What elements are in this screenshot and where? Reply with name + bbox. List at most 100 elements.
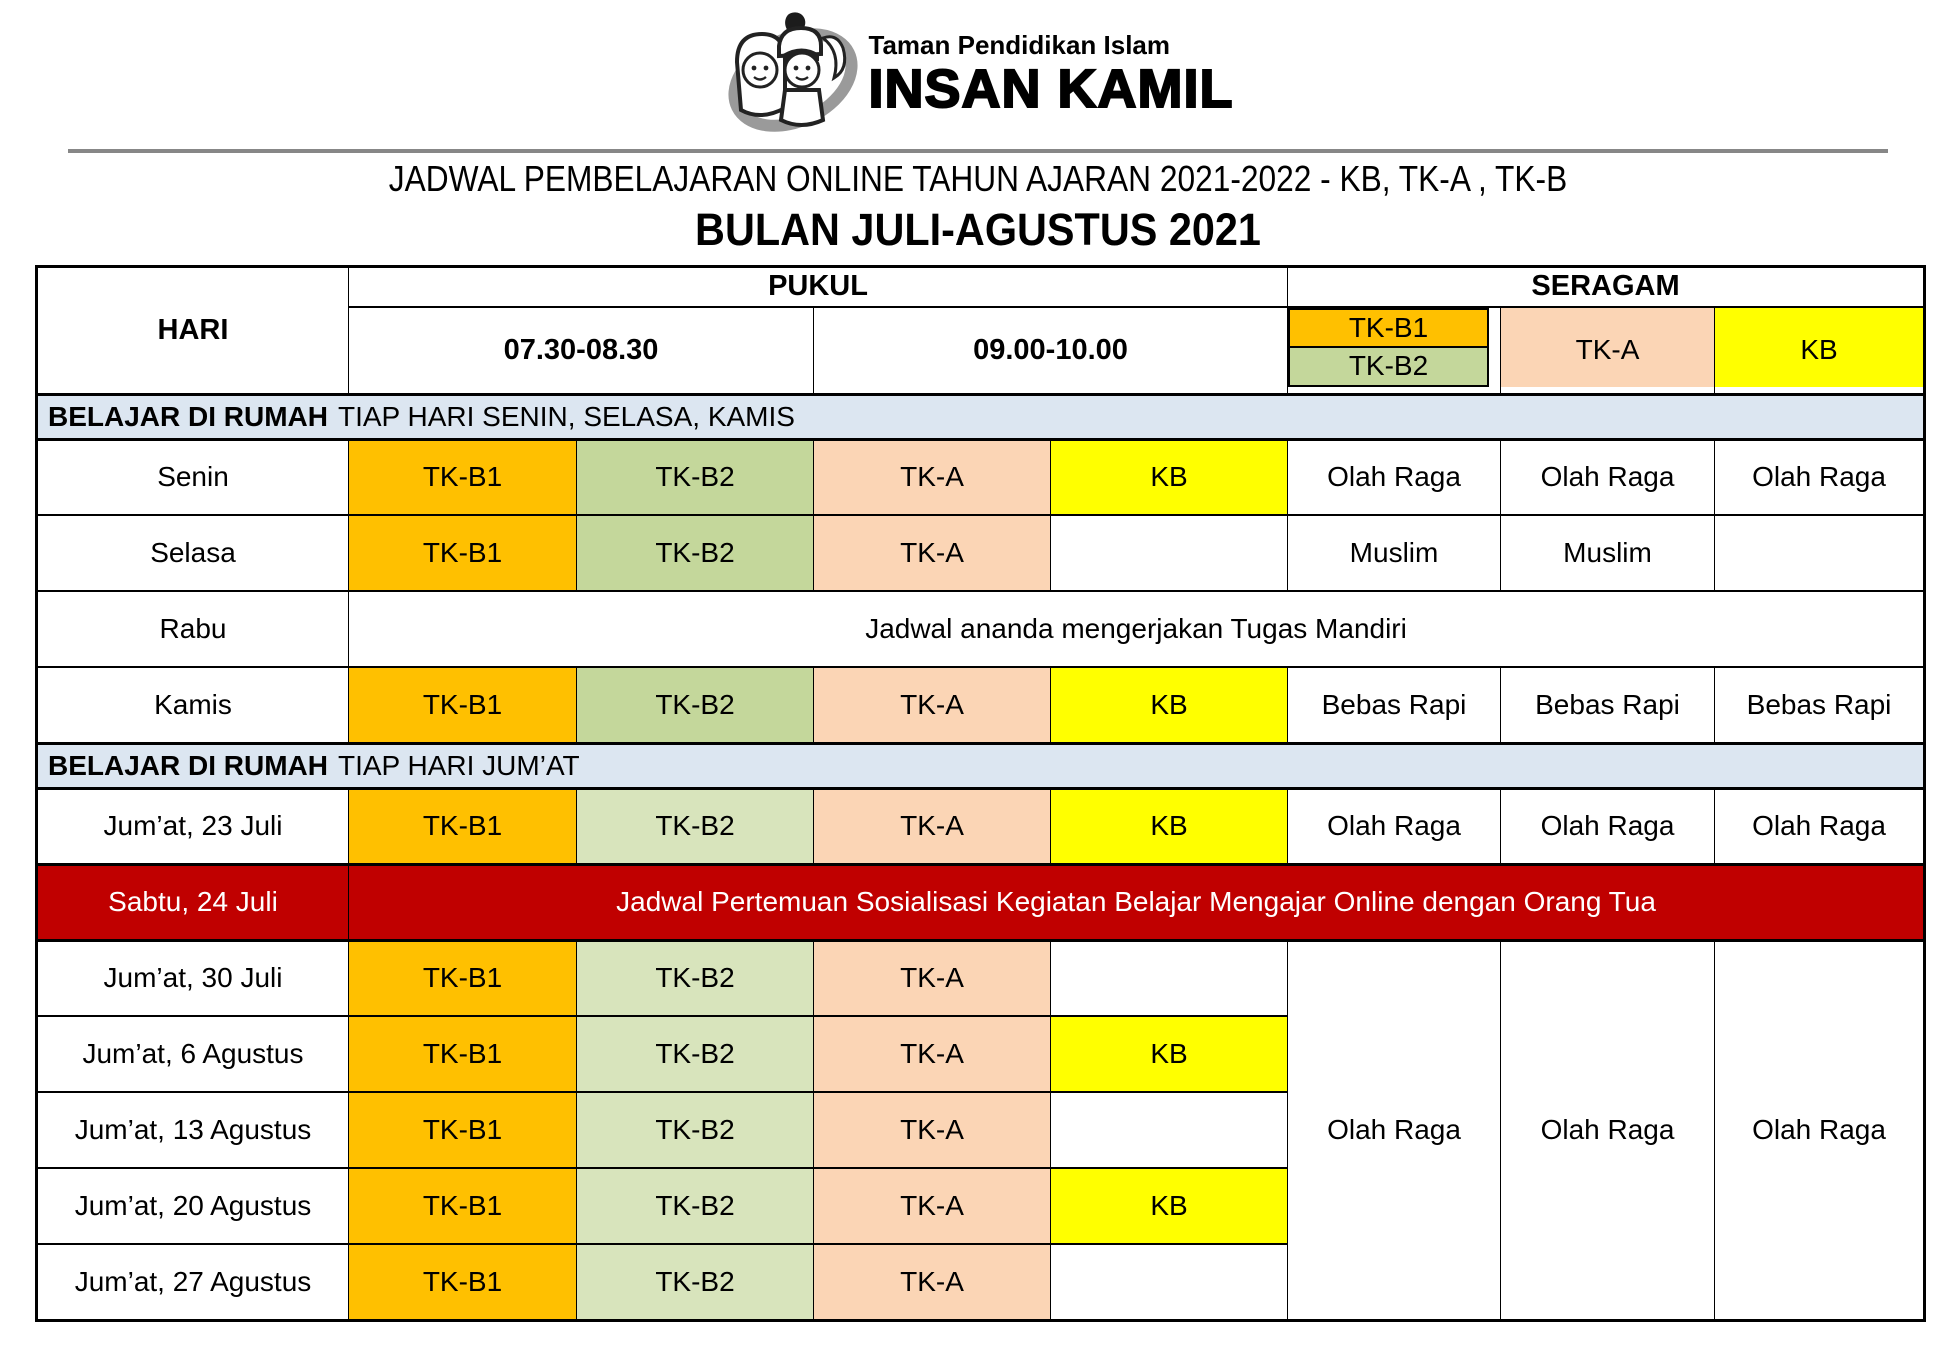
- uniform-cell: Muslim: [1287, 514, 1502, 592]
- class-slot-cell: TK-B1: [348, 1243, 577, 1321]
- band-friday-text: TIAP HARI JUM’AT: [338, 749, 580, 781]
- day-cell: Jum’at, 23 Juli: [36, 787, 349, 865]
- band-friday-row: BELAJAR DI RUMAH TIAP HARI JUM’AT: [35, 741, 1926, 790]
- header-seragam: SERAGAM: [1287, 265, 1926, 308]
- row-jumat-13-agustus: Jum’at, 13 Agustus TK-B1 TK-B2 TK-A: [36, 1091, 1925, 1169]
- class-slot-cell: TK-B1: [348, 1091, 577, 1169]
- uniform-cell: Olah Raga: [1287, 787, 1502, 865]
- class-slot-cell: TK-A: [813, 1015, 1051, 1093]
- class-slot-cell: TK-A: [813, 1167, 1051, 1245]
- class-slot-cell: KB: [1049, 1167, 1289, 1245]
- row-senin: Senin TK-B1 TK-B2 TK-A KB Olah Raga Olah…: [36, 438, 1926, 516]
- class-slot-cell: TK-B1: [348, 438, 577, 516]
- band-friday-bold: BELAJAR DI RUMAH: [48, 749, 328, 781]
- class-slot-cell: TK-B2: [576, 438, 814, 516]
- class-slot-cell: TK-B2: [576, 1091, 814, 1169]
- class-slot-cell: TK-A: [813, 666, 1051, 744]
- header-seragam-tka: TK-A: [1500, 305, 1716, 395]
- uniform-cell: Bebas Rapi: [1714, 666, 1926, 744]
- class-slot-cell: TK-A: [813, 1091, 1051, 1169]
- band-weekdays: BELAJAR DI RUMAH TIAP HARI SENIN, SELASA,…: [35, 392, 1926, 441]
- class-slot-cell: TK-A: [813, 514, 1051, 592]
- class-slot-cell: TK-B2: [576, 939, 814, 1017]
- day-cell: Jum’at, 20 Agustus: [36, 1167, 349, 1245]
- class-slot-cell: TK-A: [813, 939, 1051, 1017]
- class-slot-cell: TK-B1: [348, 514, 577, 592]
- row-jumat-23-juli: Jum’at, 23 Juli TK-B1 TK-B2 TK-A KB Olah…: [36, 787, 1926, 865]
- header-seragam-kb: KB: [1714, 305, 1926, 395]
- header-divider: [68, 149, 1888, 153]
- class-slot-cell: TK-B1: [348, 1015, 577, 1093]
- class-slot-cell: TK-B2: [576, 1167, 814, 1245]
- class-slot-cell: TK-A: [813, 1243, 1051, 1321]
- row-jumat-27-agustus: Jum’at, 27 Agustus TK-B1 TK-B2 TK-A: [36, 1243, 1925, 1321]
- logo-illustration: [727, 12, 858, 132]
- class-slot-cell: TK-B1: [348, 1167, 577, 1245]
- header-seragam-tkb2: TK-B2: [1288, 348, 1490, 387]
- uniform-cell-merged: Olah Raga: [1287, 939, 1502, 1321]
- empty-slot-cell: [1049, 1091, 1289, 1169]
- header-hari: HARI: [36, 265, 349, 395]
- schedule-title: BULAN JULI-AGUSTUS 2021: [695, 204, 1261, 255]
- class-slot-cell: KB: [1049, 438, 1289, 516]
- class-slot-cell: TK-A: [813, 438, 1051, 516]
- class-slot-cell: TK-B2: [576, 787, 814, 865]
- day-cell: Kamis: [36, 666, 349, 744]
- uniform-cell: Olah Raga: [1500, 438, 1716, 516]
- day-cell: Jum’at, 27 Agustus: [36, 1243, 349, 1321]
- header-pukul: PUKUL: [347, 265, 1289, 308]
- empty-slot-cell: [1049, 1243, 1289, 1321]
- note-cell: Jadwal Pertemuan Sosialisasi Kegiatan Be…: [347, 862, 1926, 942]
- empty-slot-cell: [1049, 514, 1289, 592]
- schedule-table: HARI PUKUL SERAGAM 07.30-08.30 09.00-10.…: [35, 265, 1927, 1322]
- uniform-cell: Muslim: [1500, 514, 1716, 592]
- band-weekdays-row: BELAJAR DI RUMAH TIAP HARI SENIN, SELASA,…: [35, 392, 1926, 441]
- empty-slot-cell: [1049, 939, 1289, 1017]
- band-weekdays-text: TIAP HARI SENIN, SELASA, KAMIS: [338, 400, 795, 432]
- school-logo: Taman Pendidikan Islam INSAN KAMIL: [0, 4, 1956, 144]
- header-time-2: 09.00-10.00: [812, 305, 1289, 395]
- day-cell: Senin: [36, 438, 349, 516]
- class-slot-cell: TK-B2: [576, 666, 814, 744]
- row-kamis: Kamis TK-B1 TK-B2 TK-A KB Bebas Rapi Beb…: [36, 666, 1926, 744]
- header-seragam-tkb1: TK-B1: [1288, 308, 1490, 348]
- band-friday: BELAJAR DI RUMAH TIAP HARI JUM’AT: [35, 741, 1926, 790]
- class-slot-cell: TK-B1: [348, 666, 577, 744]
- header-seragam-tkb-group: TK-B1 TK-B2: [1287, 305, 1502, 395]
- day-cell: Jum’at, 6 Agustus: [36, 1015, 349, 1093]
- class-slot-cell: KB: [1049, 787, 1289, 865]
- day-cell: Jum’at, 30 Juli: [36, 939, 349, 1017]
- uniform-cell: Bebas Rapi: [1500, 666, 1716, 744]
- day-cell: Jum’at, 13 Agustus: [36, 1091, 349, 1169]
- class-slot-cell: TK-B1: [348, 939, 577, 1017]
- header-row-top: HARI PUKUL SERAGAM: [36, 265, 1926, 395]
- day-cell: Rabu: [36, 590, 349, 668]
- row-selasa: Selasa TK-B1 TK-B2 TK-A Muslim Muslim: [36, 514, 1926, 592]
- note-cell: Jadwal ananda mengerjakan Tugas Mandiri: [347, 590, 1926, 668]
- class-slot-cell: TK-B1: [348, 787, 577, 865]
- uniform-cell-merged: Olah Raga: [1500, 939, 1716, 1321]
- header-time-1: 07.30-08.30: [348, 305, 814, 395]
- day-cell: Selasa: [36, 514, 349, 592]
- class-slot-cell: TK-B2: [576, 1015, 814, 1093]
- logo-tagline: Taman Pendidikan Islam: [868, 30, 1171, 60]
- empty-uniform-cell: [1714, 514, 1926, 592]
- class-slot-cell: KB: [1049, 666, 1289, 744]
- class-slot-cell: TK-B2: [576, 514, 814, 592]
- class-slot-cell: TK-A: [813, 787, 1051, 865]
- uniform-cell: Olah Raga: [1287, 438, 1502, 516]
- row-sabtu-24-juli: Sabtu, 24 Juli Jadwal Pertemuan Sosialis…: [36, 862, 1926, 942]
- class-slot-cell: TK-B2: [576, 1243, 814, 1321]
- band-weekdays-bold: BELAJAR DI RUMAH: [48, 400, 328, 432]
- row-rabu: Rabu Jadwal ananda mengerjakan Tugas Man…: [36, 590, 1926, 668]
- day-cell: Sabtu, 24 Juli: [36, 862, 349, 942]
- logo-text: Taman Pendidikan Islam INSAN KAMIL: [868, 30, 1234, 117]
- header-row-sub: 07.30-08.30 09.00-10.00 TK-B1 TK-B2 TK-A…: [37, 305, 1926, 395]
- row-jumat-30-juli: Jum’at, 30 Juli TK-B1 TK-B2 TK-A Olah Ra…: [36, 939, 1926, 1321]
- uniform-cell: Olah Raga: [1500, 787, 1716, 865]
- uniform-cell: Olah Raga: [1714, 438, 1926, 516]
- schedule-subtitle: JADWAL PEMBELAJARAN ONLINE TAHUN AJARAN …: [388, 158, 1568, 199]
- uniform-cell-merged: Olah Raga: [1714, 939, 1926, 1321]
- row-jumat-20-agustus: Jum’at, 20 Agustus TK-B1 TK-B2 TK-A KB: [36, 1167, 1925, 1245]
- row-jumat-6-agustus: Jum’at, 6 Agustus TK-B1 TK-B2 TK-A KB: [36, 1015, 1925, 1093]
